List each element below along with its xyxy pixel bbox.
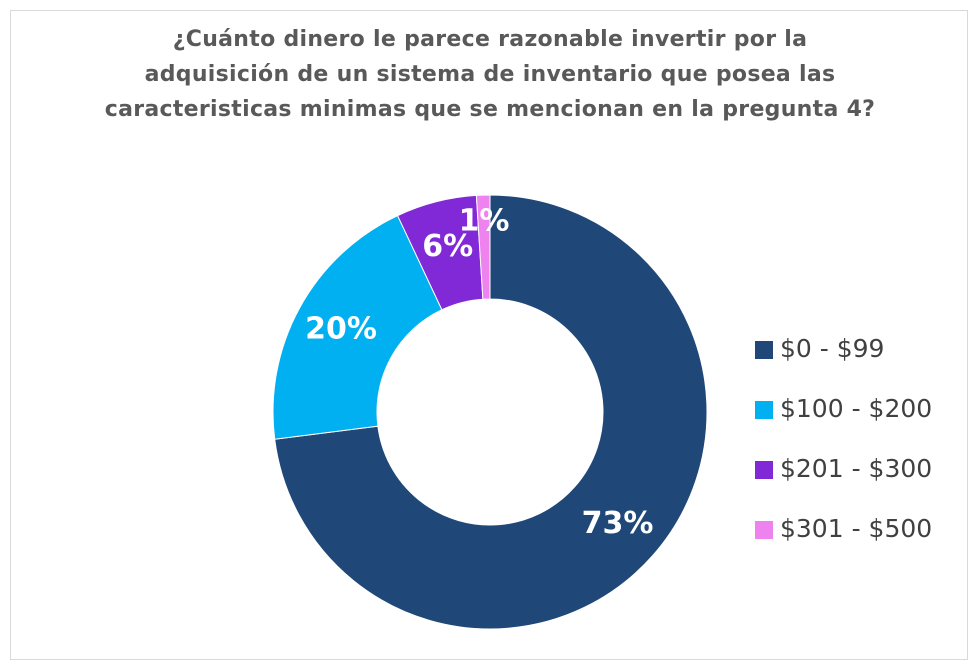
legend-label: $301 - $500	[780, 514, 932, 543]
value-label: 20%	[305, 312, 377, 347]
legend-swatch	[755, 521, 773, 539]
donut-slice	[274, 194, 708, 630]
legend-swatch	[755, 401, 773, 419]
value-label: 73%	[582, 506, 654, 541]
chart-title: ¿Cuánto dinero le parece razonable inver…	[104, 27, 876, 122]
donut-slice	[272, 214, 443, 440]
value-label: 1%	[459, 204, 510, 239]
legend-swatch	[755, 461, 773, 479]
legend-label: $201 - $300	[780, 454, 932, 483]
donut-slice	[475, 194, 491, 300]
legend-label: $100 - $200	[780, 394, 932, 423]
legend-label: $0 - $99	[780, 334, 884, 363]
legend-swatch	[755, 341, 773, 359]
value-label: 6%	[422, 229, 473, 264]
chart-frame	[10, 10, 968, 660]
